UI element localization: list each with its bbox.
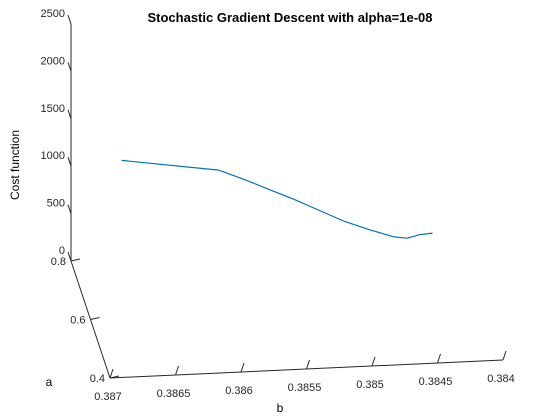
x-tick-label-6: 0.384: [487, 373, 515, 385]
x-tick-label-4: 0.385: [356, 379, 384, 391]
tick-label-layer: 0 500 1000 1500 2000 2500 0.4 0.6 0.8 0.387 0.3865…: [41, 8, 515, 403]
x-tick-5: [437, 353, 441, 364]
y-axis-label: a: [46, 375, 53, 389]
x-tick-label-3: 0.3855: [288, 382, 322, 394]
z-tick-3: [67, 109, 72, 119]
y-tick-label-1: 0.6: [70, 315, 85, 327]
z-tick-5: [67, 14, 72, 25]
z-tick-label-1: 500: [47, 198, 65, 210]
z-tick-label-0: 0: [59, 245, 65, 257]
y-tick-2: [70, 258, 81, 262]
z-tick-0: [67, 251, 72, 262]
y-tick-0: [109, 375, 120, 379]
chart-title: Stochastic Gradient Descent with alpha=1…: [147, 10, 432, 25]
x-tick-0: [109, 368, 114, 379]
y-tick-1: [90, 317, 100, 320]
x-tick-label-5: 0.3845: [419, 376, 453, 388]
z-tick-4: [67, 62, 72, 72]
z-tick-label-4: 2000: [41, 55, 65, 67]
z-tick-2: [67, 157, 72, 167]
x-tick-label-1: 0.3865: [157, 388, 191, 400]
x-tick-label-2: 0.386: [225, 385, 253, 397]
z-tick-1: [67, 204, 72, 214]
y-tick-label-0: 0.4: [90, 373, 105, 385]
x-tick-1: [175, 365, 179, 376]
z-axis-label: Cost function: [8, 130, 22, 200]
z-tick-label-5: 2500: [41, 8, 65, 20]
z-tick-label-2: 1000: [41, 150, 65, 162]
x-axis-label: b: [277, 401, 284, 415]
x-tick-4: [371, 356, 376, 367]
x-tick-label-0: 0.387: [94, 391, 122, 403]
x-tick-6: [502, 350, 507, 361]
series-line: [121, 159, 433, 239]
tick-layer: [67, 14, 507, 379]
y-tick-label-2: 0.8: [51, 256, 66, 268]
z-tick-label-3: 1500: [41, 103, 65, 115]
x-tick-3: [306, 359, 310, 370]
x-tick-2: [240, 362, 245, 373]
